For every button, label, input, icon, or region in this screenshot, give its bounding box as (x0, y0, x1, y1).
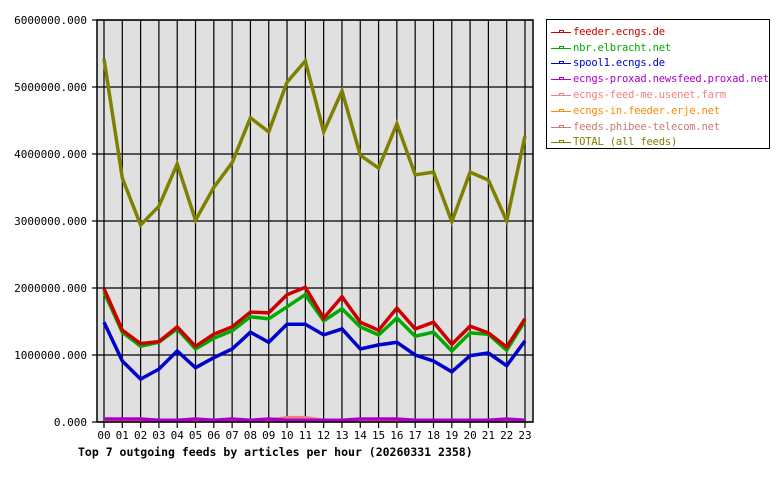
x-tick-label: 15 (372, 429, 385, 442)
x-tick-label: 21 (482, 429, 495, 442)
x-tick-label: 10 (280, 429, 293, 442)
legend-label: ecngs-in.feeder.erje.net (573, 104, 720, 117)
series-line (104, 417, 526, 423)
y-tick-label: 4000000.000 (14, 148, 87, 161)
line-marker-icon (551, 58, 571, 68)
legend-label: nbr.elbracht.net (573, 41, 671, 54)
series-line (102, 285, 527, 350)
legend-label: ecngs-feed-me.usenet.farm (573, 89, 727, 102)
y-tick-label: 2000000.000 (14, 282, 87, 295)
x-tick-label: 00 (97, 429, 110, 442)
line-marker-icon (551, 106, 571, 116)
line-marker-icon (551, 137, 571, 147)
line-marker-icon (551, 90, 571, 100)
y-tick-label: 5000000.000 (14, 81, 87, 94)
x-tick-label: 19 (445, 429, 458, 442)
x-tick-label: 06 (207, 429, 220, 442)
x-tick-label: 02 (134, 429, 147, 442)
legend: feeder.ecngs.de nbr.elbracht.net spool1.… (546, 19, 770, 149)
legend-label: feeder.ecngs.de (573, 25, 665, 38)
x-tick-label: 23 (518, 429, 531, 442)
legend-item-erje: ecngs-in.feeder.erje.net (551, 103, 769, 119)
line-marker-icon (551, 74, 571, 84)
x-tick-label: 20 (463, 429, 476, 442)
x-tick-label: 18 (427, 429, 440, 442)
y-tick-label: 1000000.000 (14, 349, 87, 362)
x-tick-label: 05 (189, 429, 202, 442)
legend-item-total: TOTAL (all feeds) (551, 135, 769, 151)
x-tick-label: 17 (409, 429, 422, 442)
x-tick-label: 14 (354, 429, 368, 442)
y-tick-label: 6000000.000 (14, 14, 87, 27)
x-tick-label: 13 (335, 429, 348, 442)
chart-caption: Top 7 outgoing feeds by articles per hou… (78, 445, 473, 459)
x-tick-label: 03 (152, 429, 165, 442)
series-line (102, 57, 527, 229)
y-tick-label: 3000000.000 (14, 215, 87, 228)
y-tick-label: 0.000 (54, 416, 87, 429)
x-axis: 00 01 02 03 04 05 06 07 08 09 10 11 12 13 14 15 16 17 18 19… (97, 422, 532, 442)
data-series (102, 57, 527, 423)
line-marker-icon (551, 43, 571, 53)
line-marker-icon (551, 27, 571, 37)
legend-label: spool1.ecngs.de (573, 57, 665, 70)
x-tick-label: 11 (299, 429, 312, 442)
legend-item-feed-me: ecngs-feed-me.usenet.farm (551, 87, 769, 103)
x-tick-label: 04 (171, 429, 185, 442)
legend-item-feeder: feeder.ecngs.de (551, 24, 769, 40)
legend-item-nbr: nbr.elbracht.net (551, 40, 769, 56)
x-tick-label: 01 (116, 429, 129, 442)
x-tick-label: 12 (317, 429, 330, 442)
legend-item-spool1: spool1.ecngs.de (551, 56, 769, 72)
legend-label: ecngs-proxad.newsfeed.proxad.net (573, 73, 769, 86)
x-tick-label: 08 (244, 429, 257, 442)
x-tick-label: 07 (226, 429, 239, 442)
legend-item-proxad: ecngs-proxad.newsfeed.proxad.net (551, 71, 769, 87)
line-marker-icon (551, 122, 571, 132)
plot-frame (96, 19, 534, 423)
x-tick-label: 22 (500, 429, 513, 442)
legend-label: feeds.phibee-telecom.net (573, 120, 720, 133)
x-tick-label: 09 (262, 429, 275, 442)
legend-item-phibee: feeds.phibee-telecom.net (551, 119, 769, 135)
series-line (102, 321, 527, 382)
x-tick-label: 16 (390, 429, 403, 442)
legend-label: TOTAL (all feeds) (573, 136, 678, 149)
y-axis: 0.000 1000000.000 2000000.000 3000000.000 40… (14, 14, 97, 429)
